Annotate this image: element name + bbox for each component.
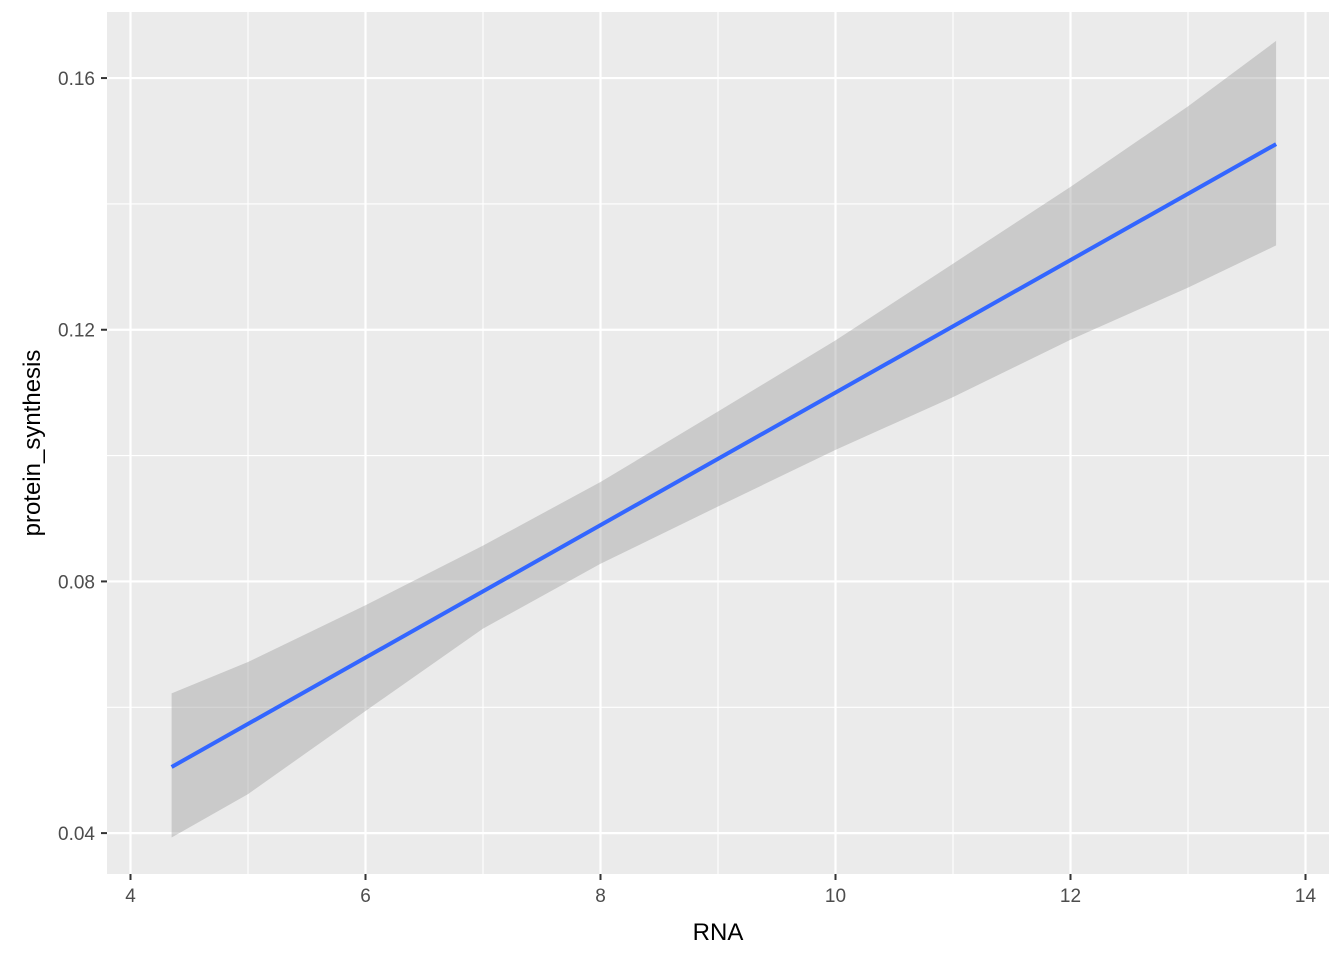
y-tick-label: 0.16 [58, 69, 95, 90]
x-tick-label: 10 [825, 886, 846, 907]
x-tick-label: 4 [125, 886, 136, 907]
y-axis-title: protein_synthesis [19, 350, 46, 537]
y-tick-label: 0.04 [58, 824, 95, 845]
grid-major [107, 12, 1329, 874]
series-line-layer [170, 142, 1278, 769]
x-tick-label: 8 [595, 886, 606, 907]
grid-minor [107, 12, 1329, 874]
x-axis-title: RNA [693, 919, 744, 946]
x-axis: 4 6 8 10 12 14 [125, 874, 1316, 907]
y-axis: 0.04 0.08 0.12 0.16 [58, 69, 107, 845]
confidence-band-layer [171, 40, 1277, 838]
y-tick-label: 0.12 [58, 321, 95, 342]
x-tick-label: 6 [360, 886, 371, 907]
x-tick-label: 12 [1060, 886, 1081, 907]
y-tick-label: 0.08 [58, 572, 95, 593]
x-tick-label: 14 [1295, 886, 1317, 907]
series-line [170, 142, 1278, 769]
confidence-band [171, 40, 1277, 838]
